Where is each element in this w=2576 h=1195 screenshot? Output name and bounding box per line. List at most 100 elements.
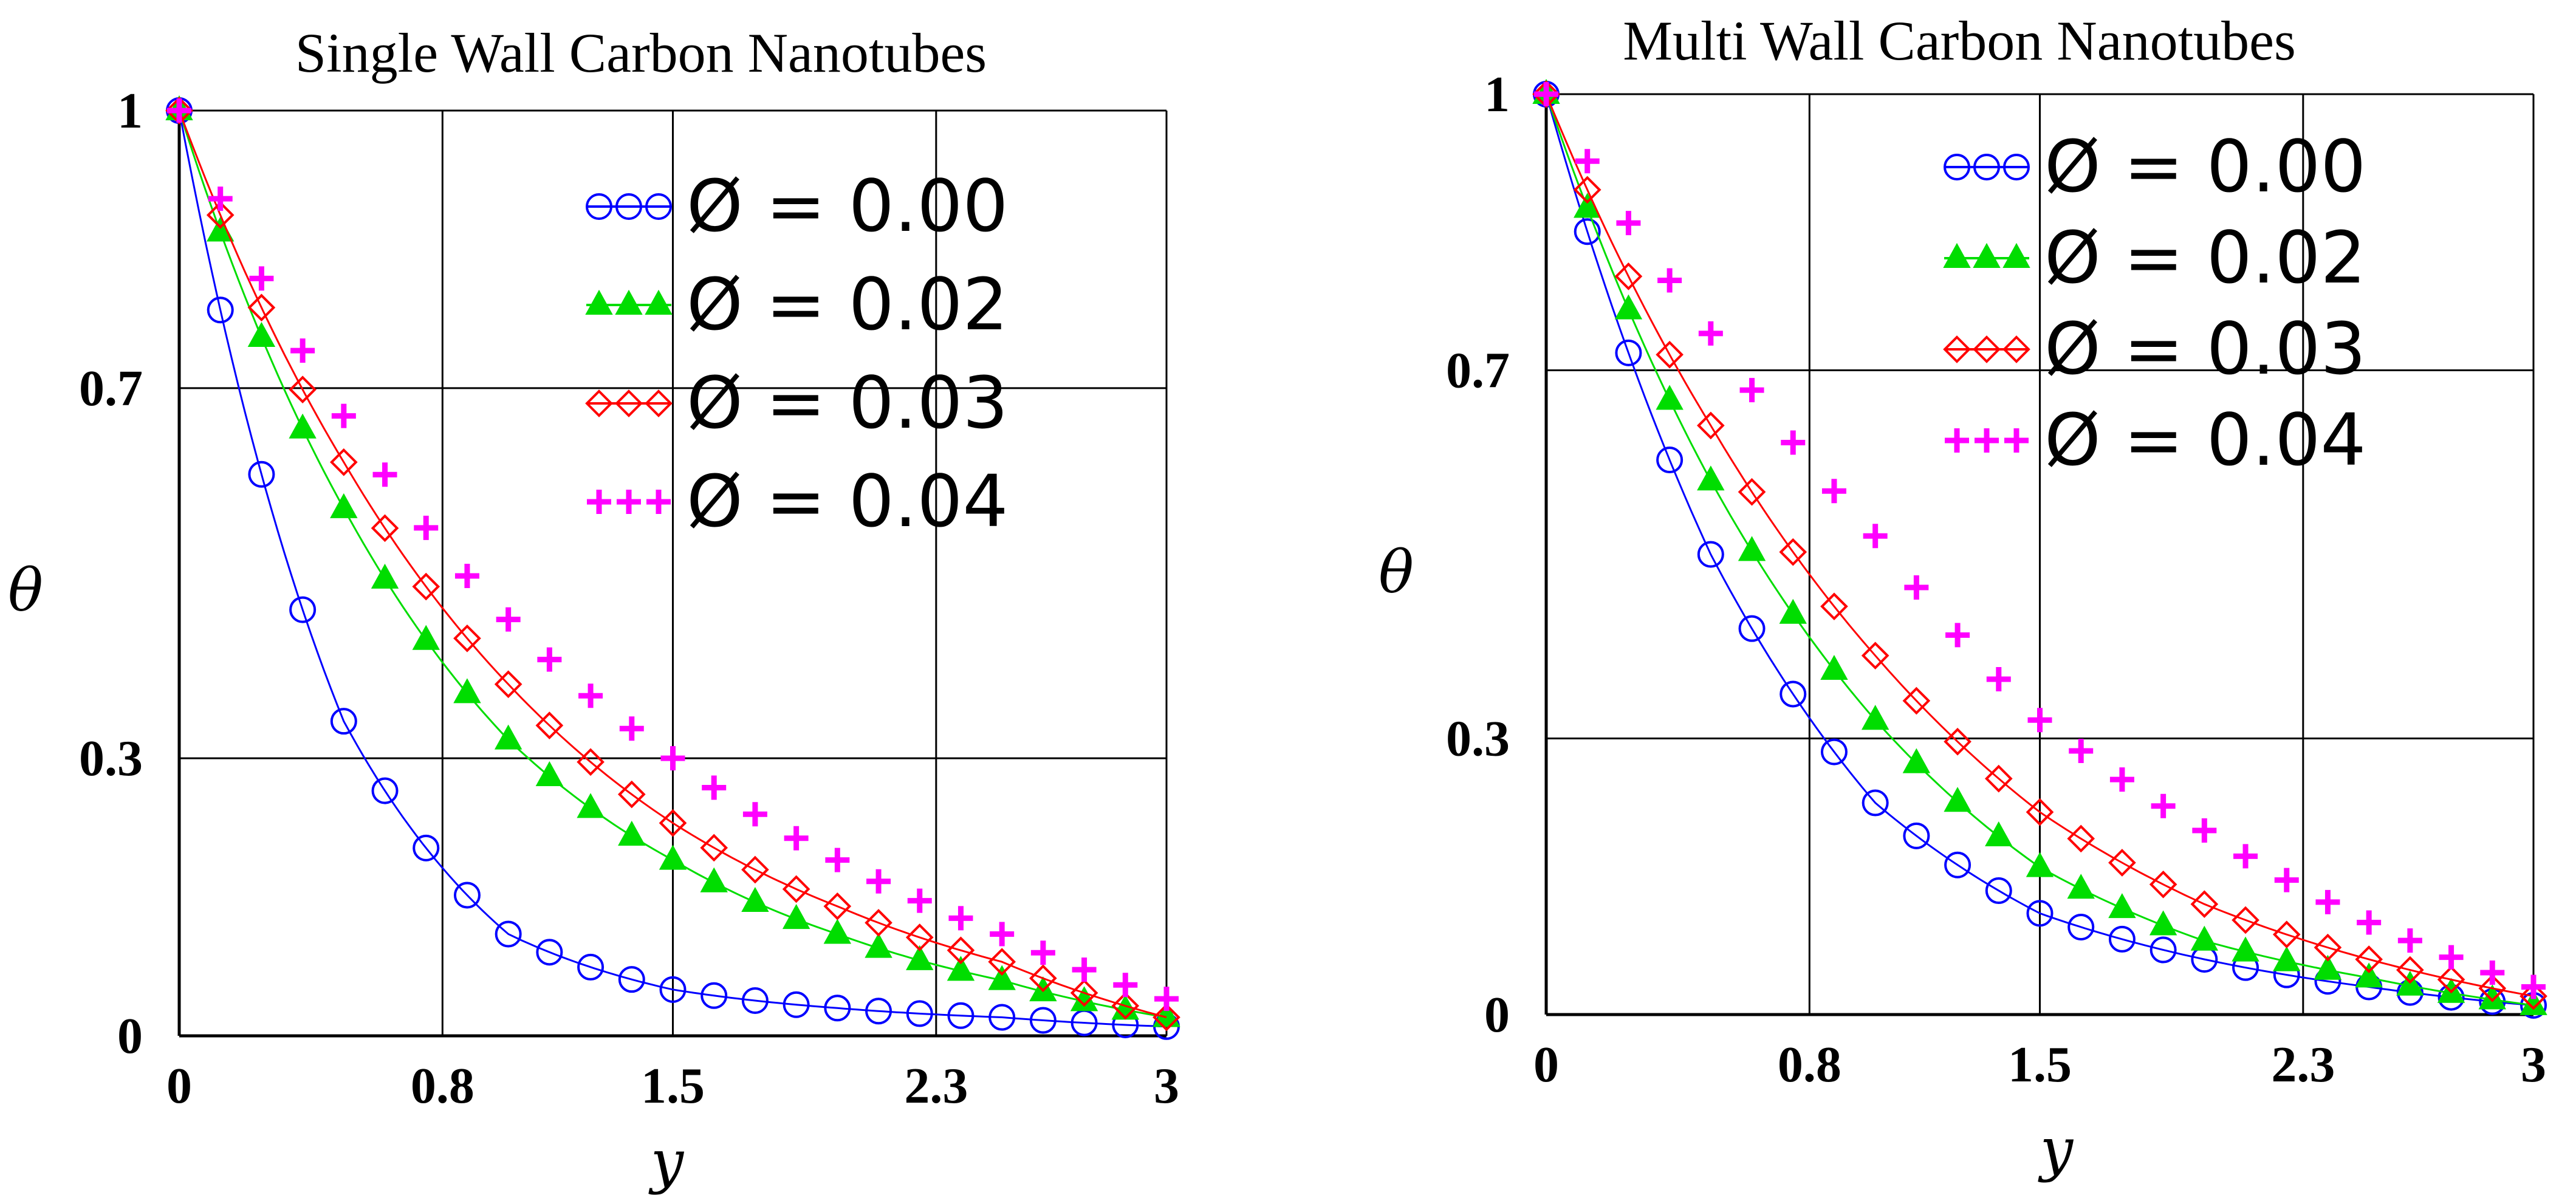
data-point	[577, 793, 605, 818]
data-point	[1944, 154, 1970, 180]
x-tick-label: 1.5	[641, 1058, 705, 1114]
data-point	[1029, 964, 1057, 993]
data-point	[2190, 890, 2219, 919]
data-point	[371, 563, 399, 589]
data-point	[2190, 925, 2219, 951]
data-point	[289, 375, 317, 404]
data-point	[1944, 787, 1971, 812]
y-tick-label: 0.7	[1446, 343, 1510, 399]
data-point	[659, 844, 687, 870]
data-point	[1821, 479, 1846, 504]
legend-label: Ø = 0.04	[2044, 398, 2366, 482]
data-point	[2003, 154, 2030, 180]
data-point	[2149, 910, 2177, 936]
data-point	[2069, 739, 2094, 764]
data-point	[865, 998, 892, 1025]
data-point	[1738, 478, 1766, 506]
data-point	[907, 888, 932, 913]
series-3	[1534, 82, 2546, 999]
data-point	[823, 919, 852, 944]
data-point	[1070, 979, 1098, 1007]
data-point	[700, 834, 728, 862]
data-point	[537, 647, 562, 672]
data-point	[1030, 940, 1055, 965]
series-0	[166, 97, 1180, 1040]
data-point	[247, 293, 276, 322]
data-point	[1861, 642, 1889, 669]
data-point	[208, 187, 233, 211]
data-point	[412, 572, 440, 601]
data-point	[988, 948, 1016, 976]
data-point	[2108, 893, 2136, 919]
y-axis-label: θ	[1379, 538, 1414, 606]
x-tick-label: 0	[166, 1058, 192, 1114]
series-3	[167, 98, 1179, 1012]
data-point	[2108, 849, 2136, 877]
data-point	[1863, 524, 1888, 549]
data-point	[1656, 340, 1684, 369]
data-point	[2233, 844, 2258, 869]
data-point	[1973, 154, 2000, 180]
data-point	[701, 982, 728, 1009]
data-point	[1973, 335, 2001, 363]
data-point	[1534, 82, 1558, 106]
data-point	[906, 1000, 933, 1027]
data-point	[494, 670, 522, 699]
data-point	[535, 761, 564, 786]
data-point	[1945, 428, 1969, 453]
series-1	[1532, 78, 2547, 1015]
data-point	[2272, 920, 2301, 949]
legend-item: Ø = 0.02	[1943, 216, 2366, 300]
data-point	[2478, 974, 2507, 1002]
data-point	[948, 906, 973, 931]
data-point	[330, 493, 358, 518]
data-point	[659, 809, 687, 837]
data-point	[865, 909, 892, 937]
data-point	[2355, 962, 2383, 988]
legend-label: Ø = 0.00	[687, 164, 1009, 248]
data-point	[207, 296, 234, 324]
data-point	[1861, 705, 1889, 730]
chart-single-wall: Single Wall Carbon Nanotubes y θ 0 0.8 1.5…	[8, 22, 1180, 1195]
legend: Ø = 0.00Ø = 0.02Ø = 0.03Ø = 0.04	[1943, 125, 2366, 482]
data-point	[2108, 925, 2136, 953]
data-point	[535, 711, 564, 739]
data-point	[2150, 936, 2177, 964]
data-point	[1902, 687, 1931, 715]
data-point	[585, 289, 613, 315]
data-point	[2273, 946, 2301, 971]
data-point	[1111, 991, 1140, 1020]
data-point	[578, 683, 603, 708]
data-point	[823, 892, 852, 920]
chart-title: Multi Wall Carbon Nanotubes	[1623, 10, 2296, 72]
data-point	[865, 933, 892, 958]
data-point	[1573, 176, 1601, 204]
data-point	[453, 882, 481, 909]
data-point	[2396, 956, 2424, 984]
data-point	[1780, 680, 1807, 708]
data-point	[2315, 889, 2340, 914]
data-point	[290, 338, 315, 363]
data-point	[617, 490, 641, 514]
data-point	[947, 1002, 975, 1029]
legend-item: Ø = 0.00	[1944, 125, 2366, 208]
data-point	[1779, 538, 1807, 566]
data-point	[702, 775, 727, 800]
data-point	[495, 920, 522, 948]
data-point	[2002, 242, 2030, 268]
data-point	[2397, 928, 2422, 953]
series-2	[165, 97, 1180, 1032]
x-tick-label: 3	[1154, 1058, 1179, 1114]
data-point	[1575, 149, 1600, 174]
data-point	[496, 607, 521, 632]
y-tick-label: 1	[1484, 66, 1510, 123]
data-point	[414, 515, 439, 540]
x-axis-label: y	[648, 1128, 685, 1195]
data-point	[2002, 335, 2030, 363]
data-point	[2067, 874, 2095, 899]
data-point	[700, 867, 728, 892]
data-point	[2232, 906, 2259, 934]
data-point	[372, 462, 397, 487]
data-point	[2478, 984, 2506, 1010]
